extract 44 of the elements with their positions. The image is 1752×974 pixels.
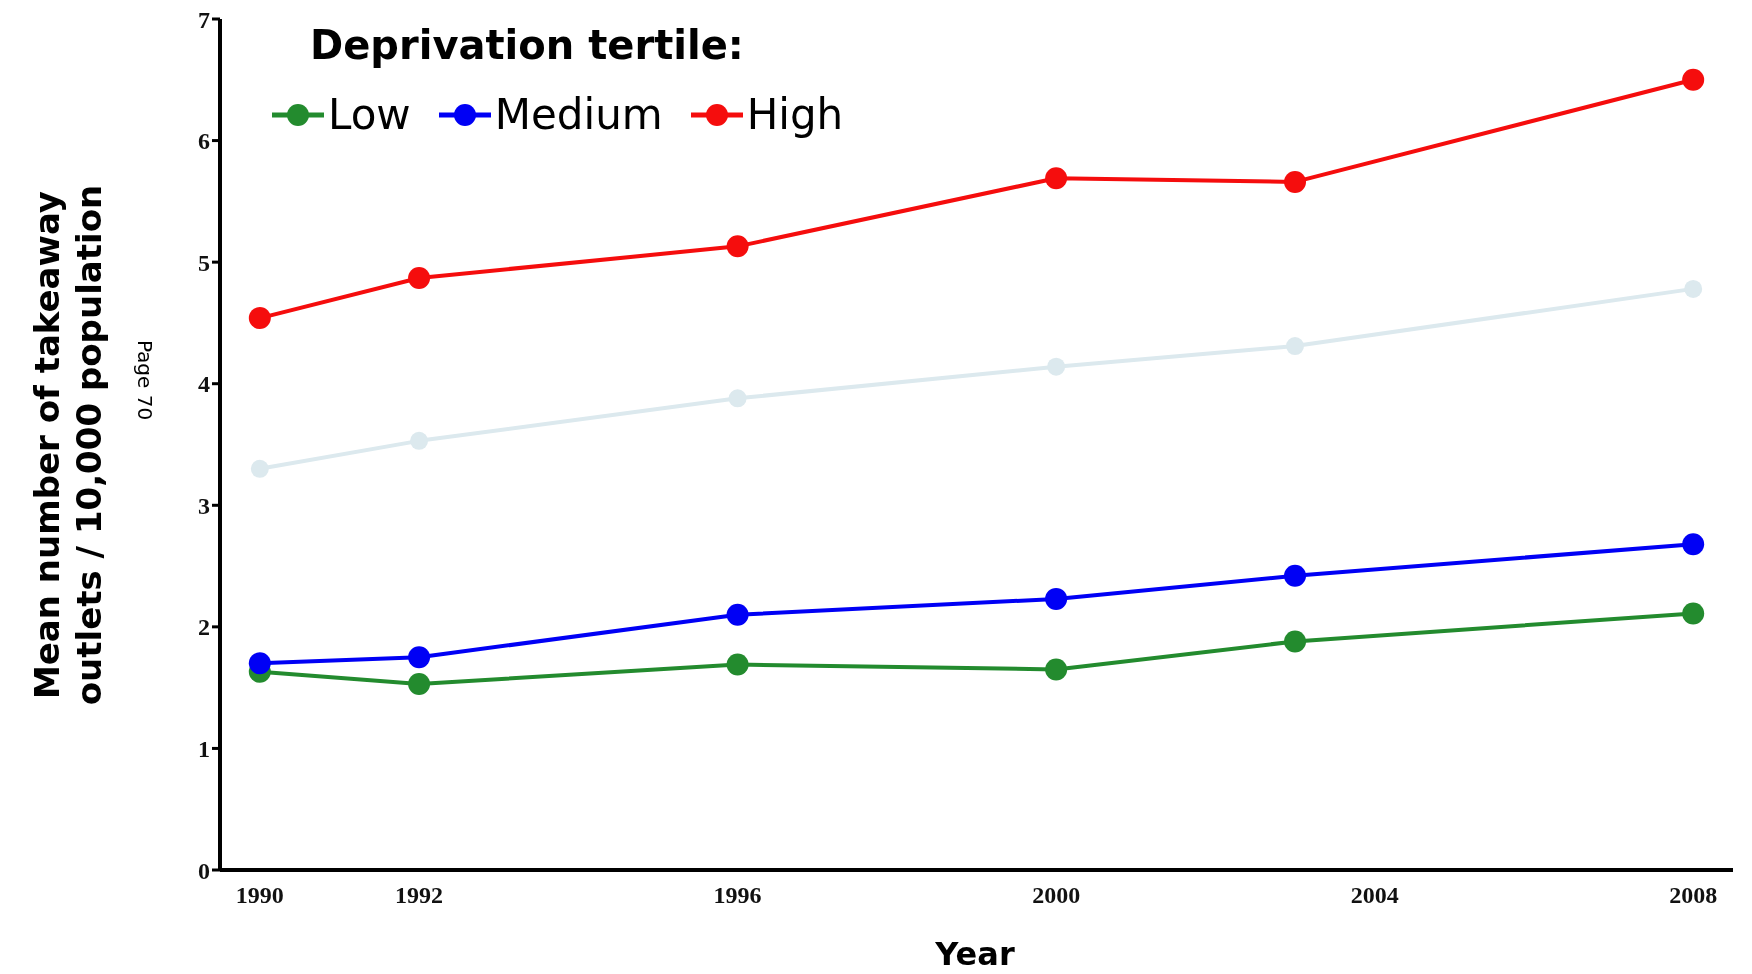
x-tick-label: 1996 — [713, 882, 762, 909]
point — [1045, 167, 1068, 190]
point — [410, 431, 429, 450]
y-tick-label: 1 — [198, 735, 210, 762]
point — [248, 307, 271, 330]
point — [1284, 170, 1307, 193]
x-tick-label: 2008 — [1669, 882, 1718, 909]
x-tick-label: 2004 — [1350, 882, 1399, 909]
y-tick-label: 0 — [198, 857, 210, 884]
legend-label: High — [746, 90, 844, 139]
point — [1284, 564, 1307, 587]
y-tick-label: 2 — [198, 614, 210, 641]
x-tick-label: 1990 — [235, 882, 284, 909]
point — [250, 459, 269, 478]
point — [408, 646, 431, 669]
point — [1284, 630, 1307, 653]
point — [1682, 602, 1705, 625]
y-tick-label: 4 — [198, 371, 210, 398]
y-axis-title: Mean number of takeaway outlets / 10,000 population — [26, 184, 110, 706]
point — [1047, 357, 1066, 376]
point — [1682, 68, 1705, 91]
point — [1045, 658, 1068, 681]
legend-label: Low — [328, 90, 411, 139]
point — [408, 266, 431, 289]
point — [728, 389, 747, 408]
y-tick-label: 3 — [198, 492, 210, 519]
x-axis-title: Year — [935, 935, 1015, 973]
x-tick-label: 2000 — [1032, 882, 1081, 909]
legend-title: Deprivation tertile: — [310, 22, 745, 68]
point — [726, 653, 749, 676]
point — [726, 603, 749, 626]
point — [1286, 337, 1305, 356]
point — [1682, 533, 1705, 556]
point — [726, 235, 749, 258]
point — [408, 673, 431, 695]
legend-label: Medium — [494, 90, 663, 139]
x-tick-label: 1992 — [395, 882, 444, 909]
point — [1684, 279, 1703, 298]
y-tick-label: 6 — [198, 128, 210, 155]
point — [248, 652, 271, 675]
text: Page 70 — [133, 339, 157, 421]
y-tick-label: 7 — [198, 6, 210, 33]
y-tick-label: 5 — [198, 249, 210, 276]
point — [1045, 587, 1068, 610]
